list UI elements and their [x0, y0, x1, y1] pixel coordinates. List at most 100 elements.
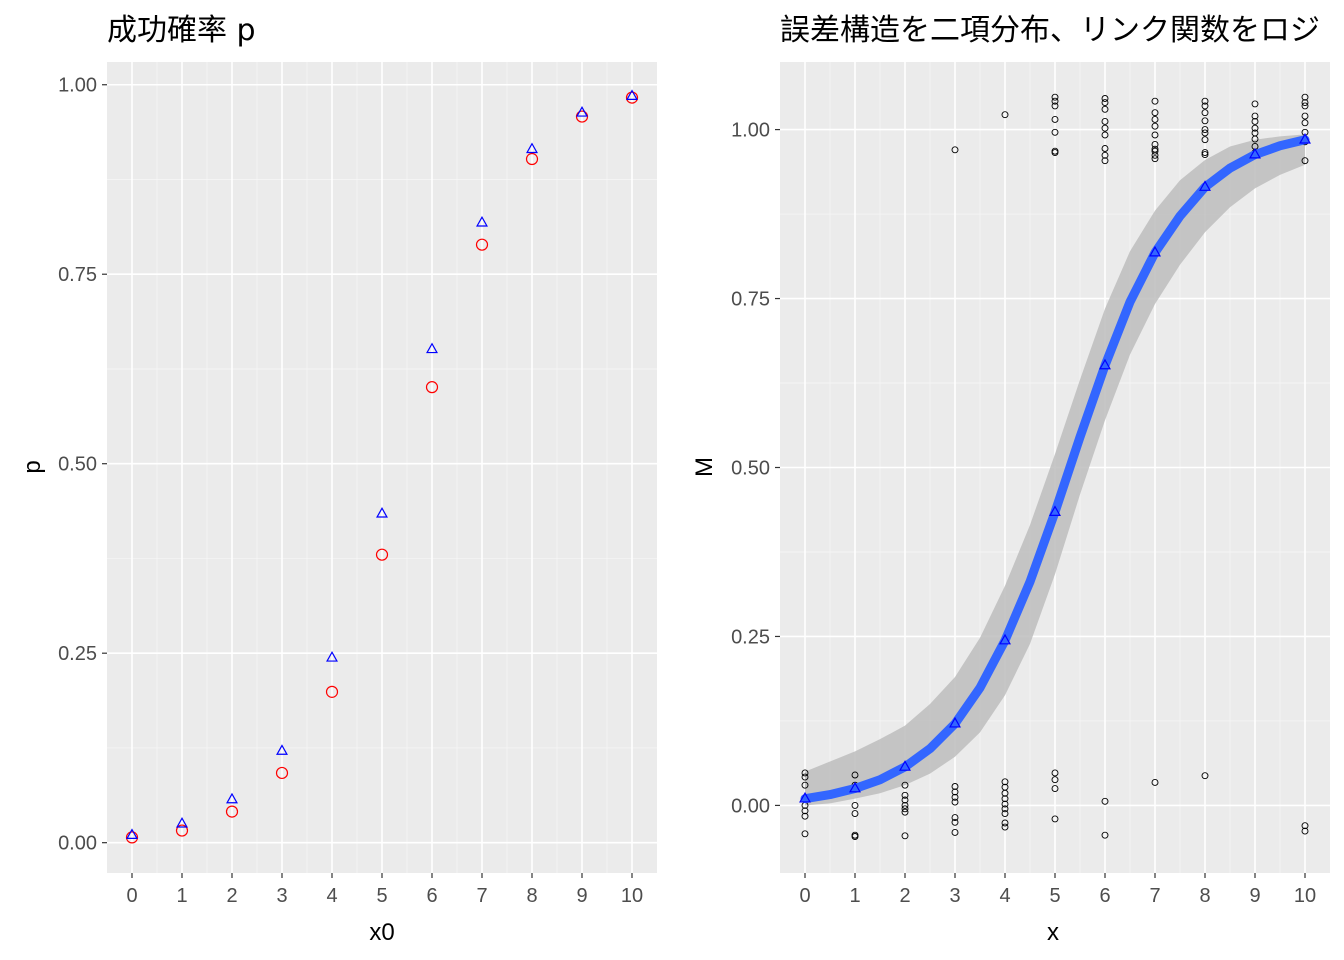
observation-point	[1001, 789, 1009, 797]
right-x-tick-label: 2	[899, 885, 910, 907]
right-x-tick-label: 0	[799, 885, 810, 907]
observation-point	[901, 791, 909, 799]
observation-point	[1051, 93, 1059, 101]
observation-point	[1301, 112, 1309, 120]
right-tick-labels: 0 1 2 3 4 5 6 7 8 9 10 0.00 0.25 0.50 0.75 1.00	[731, 120, 1316, 907]
observation-point	[901, 801, 909, 809]
left-x-tick-label: 4	[326, 885, 337, 907]
fitted-point-triangle	[949, 716, 961, 728]
fitted-point-triangle	[1299, 132, 1311, 144]
observation-point	[951, 793, 959, 801]
observation-point	[1251, 100, 1259, 108]
fitted-point-triangle	[476, 215, 488, 227]
observation-point	[1151, 122, 1159, 130]
fitted-point-triangle	[1249, 147, 1261, 159]
observation-point	[1151, 131, 1159, 139]
observation-point	[951, 788, 959, 796]
predicted-point-circle	[475, 238, 489, 251]
observation-point	[1101, 118, 1109, 125]
observation-point	[1101, 105, 1109, 113]
observation-point	[1301, 822, 1309, 830]
confidence-band	[805, 134, 1305, 806]
observation-point	[901, 832, 909, 840]
right-x-tick-label: 4	[999, 885, 1010, 907]
observation-point	[1101, 145, 1109, 152]
observation-point	[1251, 135, 1259, 143]
predicted-point-circle	[425, 381, 439, 394]
fitted-point-triangle	[276, 744, 288, 755]
observation-point	[901, 808, 909, 816]
observation-point	[1151, 97, 1159, 105]
right-x-tick-label: 3	[949, 885, 960, 907]
observation-point	[901, 781, 909, 789]
left-x-axis-label: x0	[369, 919, 394, 946]
observation-point	[1201, 109, 1209, 117]
observation-point	[1101, 95, 1109, 102]
observation-point	[1001, 819, 1009, 827]
observation-point	[1251, 112, 1259, 120]
left-x-tick-label: 10	[621, 885, 643, 907]
right-x-tick-label: 7	[1149, 885, 1160, 907]
fitted-point-triangle	[1049, 505, 1061, 517]
observation-point	[1301, 157, 1309, 165]
observation-point	[1051, 128, 1059, 136]
right-y-tick-label: 0.00	[731, 795, 770, 817]
predicted-point-circle	[375, 548, 389, 561]
observation-point	[1001, 800, 1009, 808]
observation-point	[1301, 99, 1309, 107]
right-x-tick-label: 8	[1199, 885, 1210, 907]
observation-point	[1201, 97, 1209, 105]
left-tick-labels: 0 1 2 3 4 5 6 7 8 9 10 0.00 0.25 0.50 0.75 1.00	[58, 75, 643, 907]
observation-point	[1101, 157, 1109, 165]
fitted-point-triangle	[626, 89, 638, 101]
observation-point	[1001, 778, 1009, 786]
observation-point	[1151, 147, 1159, 155]
fitted-point-triangle	[376, 507, 388, 518]
observation-point	[951, 829, 959, 836]
predicted-point-circle	[125, 831, 139, 844]
fitted-point-triangle	[1149, 245, 1161, 257]
observation-point	[1201, 126, 1209, 134]
left-x-tick-label: 6	[426, 885, 437, 907]
fitted-point-triangle	[226, 792, 238, 804]
observation-point	[1251, 118, 1259, 125]
left-y-tick-label: 0.00	[58, 833, 97, 855]
observation-point	[1251, 124, 1259, 132]
fitted-point-triangle	[849, 781, 861, 793]
right-data-marks	[799, 93, 1311, 840]
predicted-point-circle	[525, 152, 539, 166]
observation-point	[1151, 109, 1159, 117]
left-y-tick-label: 1.00	[58, 75, 97, 97]
right-chart-title: 誤差構造を二項分布、リンク関数をロジ	[780, 13, 1320, 48]
predicted-point-circle	[625, 91, 639, 104]
left-x-tick-label: 7	[476, 885, 487, 907]
observation-point	[851, 771, 859, 779]
fitted-point-triangle	[576, 106, 588, 117]
observation-point	[1201, 129, 1209, 137]
observation-point	[801, 807, 809, 815]
observation-point	[951, 783, 959, 790]
right-x-tick-label: 10	[1294, 885, 1316, 907]
observation-point	[851, 833, 859, 840]
observation-point	[851, 810, 859, 817]
observation-point	[1001, 823, 1009, 831]
observation-point	[1001, 805, 1009, 813]
left-gridlines	[107, 62, 657, 873]
right-x-tick-label: 1	[849, 885, 860, 907]
left-x-tick-label: 9	[576, 885, 587, 907]
left-y-tick-label: 0.50	[58, 454, 97, 476]
left-chart-title: 成功確率 p	[107, 13, 256, 48]
left-x-tick-label: 1	[176, 885, 187, 907]
fitted-point-triangle	[176, 817, 188, 828]
observation-point	[1101, 797, 1109, 805]
observation-point	[1151, 151, 1159, 159]
observation-point	[1051, 115, 1059, 123]
observation-point	[801, 812, 809, 820]
left-x-tick-label: 2	[226, 885, 237, 907]
observation-point	[1301, 102, 1309, 110]
right-y-tick-label: 0.25	[731, 626, 770, 648]
right-y-tick-label: 0.75	[731, 289, 770, 311]
left-x-tick-label: 5	[376, 885, 387, 907]
right-x-tick-label: 9	[1249, 885, 1260, 907]
